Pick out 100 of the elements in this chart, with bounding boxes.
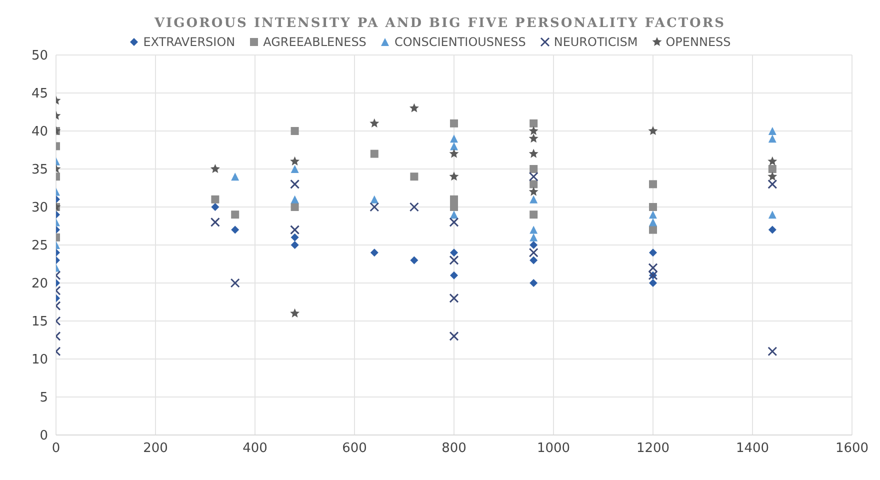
point: [530, 119, 538, 128]
point: [768, 165, 776, 173]
point: [649, 203, 657, 211]
point: [370, 150, 378, 158]
point: [210, 164, 220, 174]
legend-label: EXTRAVERSION: [143, 35, 236, 49]
x-tick-label: 600: [342, 441, 367, 456]
point: [530, 241, 538, 249]
point: [290, 233, 299, 242]
point: [530, 256, 538, 264]
point: [370, 248, 378, 257]
point: [231, 226, 240, 234]
point: [768, 179, 778, 189]
y-tick-label: 5: [40, 390, 48, 406]
point: [290, 165, 299, 173]
point: [211, 195, 220, 204]
point: [649, 248, 657, 257]
point: [450, 203, 458, 211]
point: [410, 256, 418, 264]
point: [450, 210, 458, 219]
point: [449, 255, 459, 265]
point: [768, 346, 778, 356]
chart-title: VIGOROUS INTENSITY PA AND BIG FIVE PERSONALITY FACTORS: [153, 15, 727, 31]
y-tick-label: 35: [31, 162, 48, 178]
y-tick-label: 20: [31, 276, 48, 292]
x-tick-label: 200: [143, 441, 168, 456]
point: [649, 180, 657, 188]
point: [211, 203, 220, 211]
point: [370, 118, 380, 128]
x-tick-label: 800: [442, 441, 466, 456]
legend-label: NEUROTICISM: [554, 35, 638, 49]
point: [210, 217, 220, 227]
x-tick-label: 1000: [536, 441, 570, 456]
legend-label: OPENNESS: [666, 35, 731, 49]
x-tick-label: 400: [242, 441, 268, 456]
point: [450, 195, 458, 204]
x-tick-label: 1600: [835, 441, 869, 456]
point: [768, 127, 776, 135]
point: [530, 210, 538, 219]
point: [530, 165, 538, 173]
point: [290, 127, 299, 135]
point: [409, 103, 419, 112]
point: [450, 271, 458, 280]
point: [530, 233, 538, 242]
point: [449, 148, 459, 158]
point: [290, 156, 300, 166]
point: [649, 218, 657, 226]
point: [370, 195, 378, 204]
point: [768, 156, 778, 166]
point: [528, 126, 538, 136]
legend-label: CONSCIENTIOUSNESS: [394, 35, 526, 49]
point: [449, 331, 459, 341]
point: [231, 172, 240, 181]
point: [450, 248, 458, 257]
point: [768, 210, 776, 219]
point: [530, 279, 538, 287]
point: [449, 293, 459, 303]
y-tick-label: 0: [40, 428, 48, 444]
point: [290, 203, 299, 211]
point: [410, 172, 418, 181]
point: [230, 278, 240, 288]
point: [450, 142, 458, 150]
point: [530, 195, 538, 204]
point: [290, 241, 299, 249]
y-tick-label: 45: [31, 86, 48, 102]
point: [530, 226, 538, 234]
y-tick-label: 25: [31, 238, 48, 254]
point: [530, 180, 538, 188]
point: [528, 148, 538, 158]
point: [290, 225, 300, 235]
point: [648, 126, 658, 136]
x-tick-label: 0: [52, 441, 60, 456]
y-tick-label: 40: [31, 124, 48, 140]
x-tick-label: 1200: [636, 441, 670, 456]
point: [290, 179, 300, 189]
point: [528, 186, 538, 196]
y-tick-label: 10: [31, 352, 48, 368]
point: [449, 172, 459, 181]
point: [449, 217, 459, 227]
point: [450, 134, 458, 143]
point: [649, 279, 657, 287]
point: [648, 263, 658, 273]
point: [231, 210, 240, 219]
point: [768, 226, 776, 234]
point: [768, 172, 778, 181]
y-tick-label: 15: [31, 314, 48, 330]
point: [290, 195, 299, 204]
y-tick-label: 50: [31, 48, 48, 64]
point: [290, 308, 300, 318]
point: [450, 119, 458, 128]
point: [528, 134, 538, 143]
point: [409, 202, 419, 212]
x-tick-label: 1400: [736, 441, 770, 456]
point: [649, 226, 657, 234]
point: [528, 172, 538, 182]
point: [370, 202, 380, 212]
point: [768, 134, 776, 143]
point: [649, 210, 657, 219]
point: [528, 248, 538, 258]
legend-label: AGREEABLENESS: [263, 35, 366, 49]
